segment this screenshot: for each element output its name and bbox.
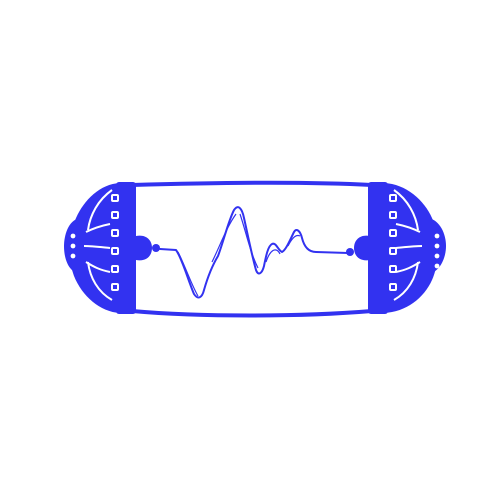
left-electrode-tip bbox=[152, 244, 160, 252]
right-end-cap bbox=[346, 182, 446, 314]
right-collar bbox=[368, 182, 388, 314]
right-nose-dots bbox=[434, 233, 440, 269]
left-dome bbox=[69, 183, 120, 313]
left-nose-dots bbox=[70, 233, 76, 259]
left-electrode bbox=[136, 235, 152, 261]
right-dome bbox=[384, 183, 438, 313]
right-rivets bbox=[389, 194, 397, 291]
left-collar bbox=[116, 182, 136, 314]
waveform-shadow bbox=[177, 213, 301, 297]
left-end-cap bbox=[64, 182, 160, 314]
right-electrode bbox=[354, 235, 370, 261]
left-dome-panels bbox=[83, 189, 113, 301]
waveform-line bbox=[159, 206, 349, 299]
left-rivets bbox=[111, 194, 119, 291]
right-dome-panels bbox=[393, 189, 423, 301]
